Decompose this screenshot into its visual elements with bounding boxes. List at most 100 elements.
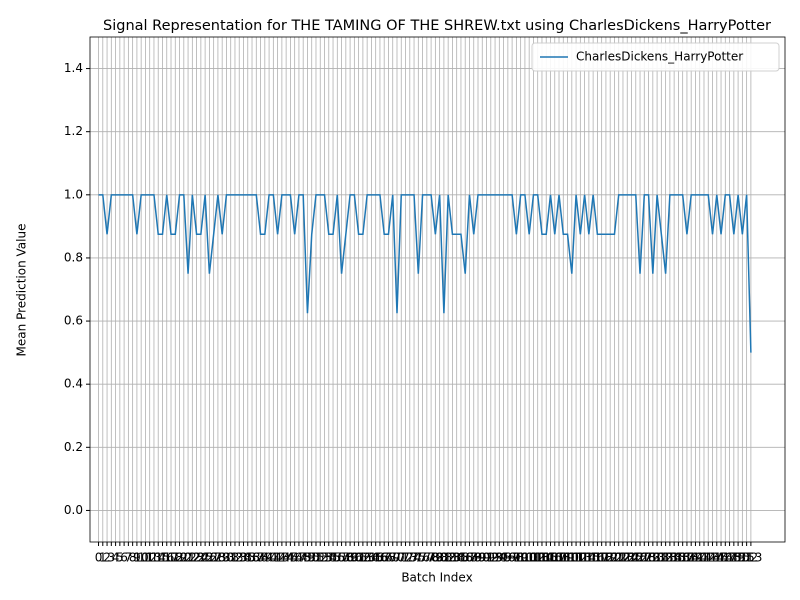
x-tick-label: 57	[334, 551, 349, 565]
x-tick-label: 22	[185, 551, 200, 565]
x-tick-label: 91	[479, 551, 494, 565]
x-tick-label: 122	[607, 551, 630, 565]
y-tick-label: 1.2	[64, 124, 83, 138]
x-tick-label: 36	[244, 551, 259, 565]
x-tick-label: 117	[586, 551, 609, 565]
x-tick-label: 132	[650, 551, 673, 565]
x-tick-label: 136	[667, 551, 690, 565]
x-tick-label: 129	[637, 551, 660, 565]
x-tick-label: 102	[522, 551, 545, 565]
x-tick-label: 45	[283, 551, 298, 565]
x-tick-label: 30	[219, 551, 234, 565]
x-tick-label: 74	[406, 551, 421, 565]
x-tick-label: 51	[308, 551, 323, 565]
y-tick-label: 0.0	[64, 503, 83, 517]
x-tick-label: 115	[577, 551, 600, 565]
x-tick-label: 101	[518, 551, 541, 565]
x-tick-label: 121	[603, 551, 626, 565]
x-tick-label: 67	[377, 551, 392, 565]
x-tick-label: 19	[172, 551, 187, 565]
x-tick-label: 60	[347, 551, 362, 565]
x-tick-label: 141	[688, 551, 711, 565]
x-tick-label: 98	[509, 551, 524, 565]
x-tick-label: 11	[138, 551, 153, 565]
x-tick-label: 75	[411, 551, 426, 565]
x-tick-label: 17	[163, 551, 178, 565]
x-tick-label: 10	[134, 551, 149, 565]
x-tick-label: 50	[304, 551, 319, 565]
x-tick-label: 95	[496, 551, 511, 565]
x-tick-label: 62	[355, 551, 370, 565]
x-tick-label: 84	[449, 551, 464, 565]
x-tick-label: 65	[368, 551, 383, 565]
x-tick-label: 138	[675, 551, 698, 565]
x-tick-label: 21	[180, 551, 195, 565]
x-tick-label: 20	[176, 551, 191, 565]
x-tick-label: 58	[338, 551, 353, 565]
x-tick-label: 18	[168, 551, 183, 565]
x-tick-label: 34	[236, 551, 251, 565]
x-tick-label: 124	[616, 551, 639, 565]
x-tick-label: 77	[419, 551, 434, 565]
x-tick-label: 109	[552, 551, 575, 565]
x-tick-label: 130	[641, 551, 664, 565]
x-tick-label: 93	[487, 551, 502, 565]
y-tick-label: 0.2	[64, 440, 83, 454]
x-tick-label: 37	[249, 551, 264, 565]
x-tick-label: 59	[342, 551, 357, 565]
x-tick-label: 148	[718, 551, 741, 565]
x-tick-label: 96	[500, 551, 515, 565]
y-tick-label: 0.8	[64, 250, 83, 264]
x-tick-label: 120	[599, 551, 622, 565]
x-tick-label: 9	[133, 551, 141, 565]
x-tick-label: 56	[330, 551, 345, 565]
x-tick-label: 72	[398, 551, 413, 565]
x-tick-label: 97	[504, 551, 519, 565]
x-tick-label: 137	[671, 551, 694, 565]
x-tick-label: 100	[513, 551, 536, 565]
x-tick-label: 142	[693, 551, 716, 565]
plot-frame	[89, 36, 786, 543]
x-tick-label: 131	[646, 551, 669, 565]
x-tick-label: 28	[210, 551, 225, 565]
x-tick-label: 44	[278, 551, 293, 565]
x-tick-label: 107	[543, 551, 566, 565]
x-tick-label: 90	[475, 551, 490, 565]
x-tick-label: 46	[287, 551, 302, 565]
x-tick-label: 114	[573, 551, 596, 565]
x-tick-label: 12	[142, 551, 157, 565]
x-tick-label: 99	[513, 551, 528, 565]
x-tick-label: 53	[317, 551, 332, 565]
x-tick-label: 118	[590, 551, 613, 565]
x-tick-label: 108	[548, 551, 571, 565]
x-tick-label: 145	[705, 551, 728, 565]
x-tick-label: 105	[535, 551, 558, 565]
x-tick-label: 143	[697, 551, 720, 565]
x-tick-label: 147	[714, 551, 737, 565]
x-tick-label: 133	[654, 551, 677, 565]
x-tick-label: 52	[313, 551, 328, 565]
x-tick-label: 110	[556, 551, 579, 565]
x-tick-label: 123	[612, 551, 635, 565]
x-tick-label: 76	[415, 551, 430, 565]
x-tick-label: 3	[107, 551, 115, 565]
x-tick-label: 23	[189, 551, 204, 565]
x-tick-label: 29	[215, 551, 230, 565]
x-tick-label: 86	[458, 551, 473, 565]
x-tick-label: 2	[103, 551, 111, 565]
x-tick-label: 104	[531, 551, 554, 565]
x-tick-label: 106	[539, 551, 562, 565]
x-tick-label: 153	[739, 551, 762, 565]
x-tick-label: 61	[351, 551, 366, 565]
x-tick-label: 48	[296, 551, 311, 565]
x-axis-label: Batch Index	[401, 571, 472, 585]
x-tick-label: 69	[385, 551, 400, 565]
x-tick-label: 140	[684, 551, 707, 565]
x-tick-label: 8	[129, 551, 137, 565]
x-tick-label: 4	[112, 551, 120, 565]
x-tick-label: 66	[372, 551, 387, 565]
x-tick-label: 16	[159, 551, 174, 565]
x-tick-label: 126	[624, 551, 647, 565]
x-tick-label: 32	[227, 551, 242, 565]
x-tick-label: 125	[620, 551, 643, 565]
